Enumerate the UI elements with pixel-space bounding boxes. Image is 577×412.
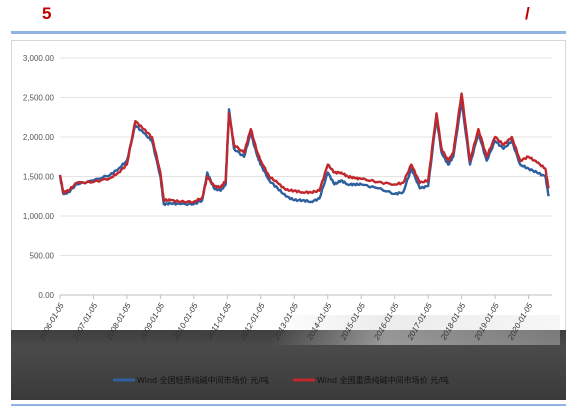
x-tick-label: 2019-01-05 <box>472 301 501 342</box>
x-tick-label: 2020-01-05 <box>506 301 535 342</box>
y-tick-label: 1,500.00 <box>23 173 55 182</box>
x-axis-ticks: 2006-01-05 2007-01-05 2008-01-05 2009-01-05… <box>37 294 552 342</box>
y-tick-label: 2,000.00 <box>23 133 55 142</box>
legend-label-light: Wind 全国轻质纯碱中间市场价 元/吨 <box>137 375 269 385</box>
x-tick-label: 2013-01-05 <box>271 301 300 342</box>
x-tick-label: 2014-01-05 <box>305 301 334 342</box>
x-tick-label: 2018-01-05 <box>439 301 468 342</box>
top-rule <box>11 31 566 34</box>
y-tick-label: 2,500.00 <box>23 94 55 103</box>
x-tick-label: 2006-01-05 <box>37 301 66 342</box>
series-lines <box>58 92 550 207</box>
y-tick-label: 3,000.00 <box>23 54 55 63</box>
bottom-rule <box>11 404 566 406</box>
x-tick-label: 2017-01-05 <box>405 301 434 342</box>
legend: Wind 全国轻质纯碱中间市场价 元/吨 Wind 全国重质纯碱中间市场价 元/… <box>113 375 449 385</box>
x-tick-label: 2008-01-05 <box>104 301 133 342</box>
y-axis-ticks: 3,000.00 2,500.00 2,000.00 1,500.00 1,000.00… <box>23 54 55 300</box>
x-tick-label: 2015-01-05 <box>338 301 367 342</box>
series-line-heavy <box>58 92 550 204</box>
x-tick-label: 2011-01-05 <box>205 301 234 342</box>
x-tick-label: 2007-01-05 <box>70 301 99 342</box>
light-band <box>270 315 560 345</box>
y-tick-label: 0.00 <box>38 291 54 300</box>
x-tick-label: 2016-01-05 <box>372 301 401 342</box>
x-tick-label: 2009-01-05 <box>137 301 166 342</box>
x-tick-label: 2012-01-05 <box>238 301 267 342</box>
y-tick-label: 1,000.00 <box>23 212 55 221</box>
x-tick-label: 2010-01-05 <box>171 301 200 342</box>
page-number: 5 <box>42 4 52 23</box>
grid-lines <box>60 57 552 296</box>
header-slash: / <box>525 4 530 23</box>
y-tick-label: 500.00 <box>30 252 55 261</box>
series-line-light <box>58 100 550 207</box>
legend-label-heavy: Wind 全国重质纯碱中间市场价 元/吨 <box>317 375 449 385</box>
